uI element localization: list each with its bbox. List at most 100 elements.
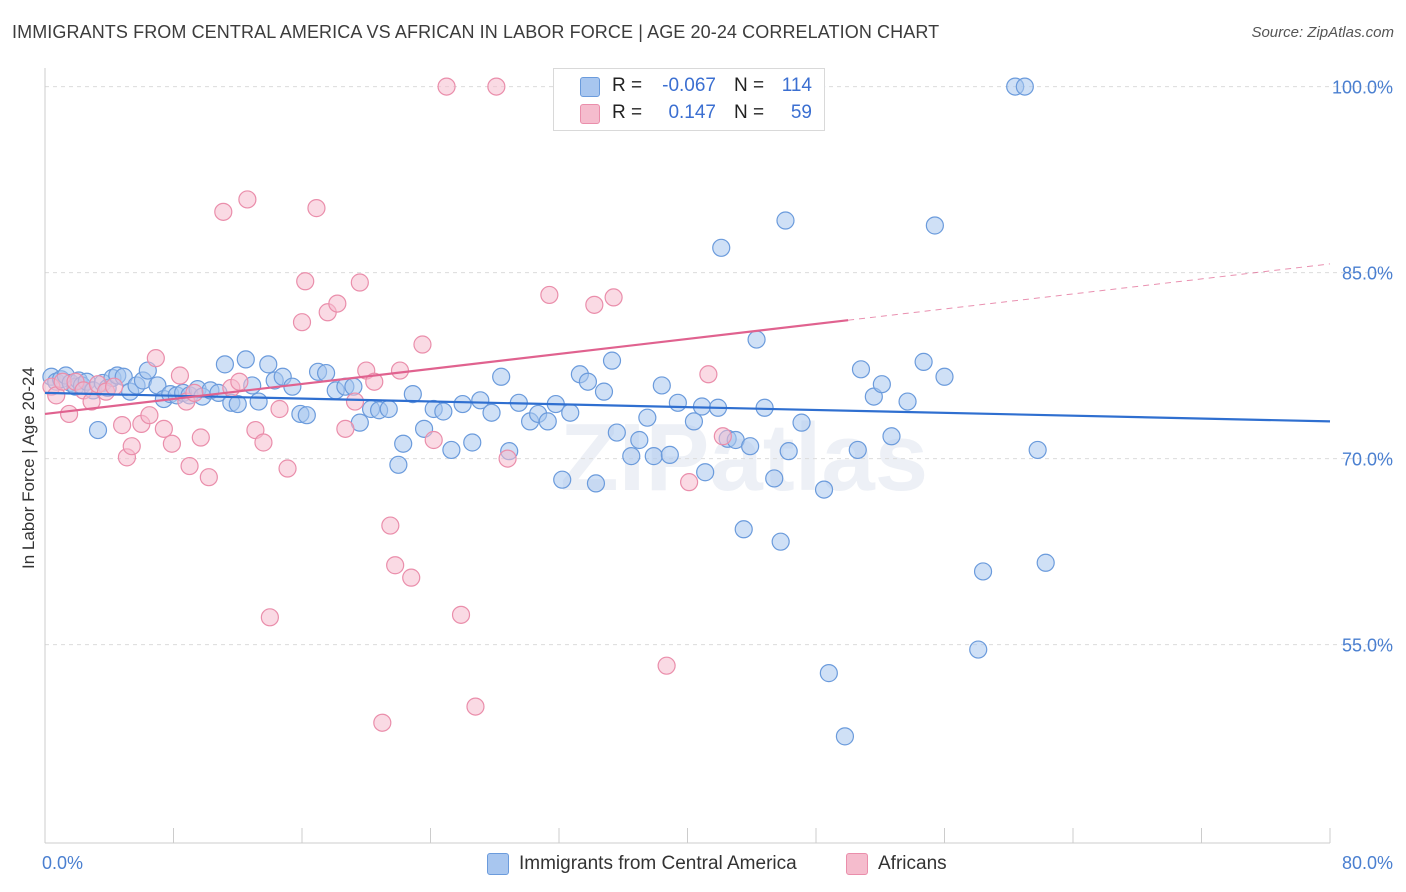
point-africans [413, 335, 432, 354]
point-central-america [297, 406, 316, 425]
point-africans [699, 365, 718, 384]
point-africans [112, 416, 132, 435]
point-central-america [696, 463, 715, 482]
point-central-america [453, 394, 472, 414]
point-central-america [779, 442, 798, 461]
point-africans [498, 449, 517, 468]
point-africans [230, 372, 249, 391]
point-africans [254, 433, 273, 452]
point-central-america [215, 355, 234, 374]
point-africans [657, 656, 676, 675]
point-central-america [668, 393, 687, 412]
point-africans [191, 428, 210, 447]
point-central-america [734, 520, 753, 539]
legend-n-label: N = [734, 75, 765, 96]
point-africans [214, 202, 233, 221]
point-central-america [630, 430, 649, 450]
point-africans [345, 392, 365, 411]
point-central-america [578, 372, 598, 391]
point-central-america [622, 447, 641, 466]
point-central-america [389, 455, 408, 474]
point-africans [154, 419, 173, 438]
legend-row-africans: R = 0.147 N = 59 [554, 100, 824, 126]
axes [44, 68, 1331, 844]
point-africans [292, 313, 312, 332]
point-africans [199, 468, 218, 487]
legend-n-value: 59 [790, 102, 812, 123]
legend-label: Africans [878, 853, 947, 874]
point-central-america [898, 392, 917, 411]
point-africans [381, 516, 400, 535]
series-legend: Immigrants from Central America Africans [0, 852, 1406, 878]
watermark: ZIPatlas [560, 404, 928, 511]
point-africans [540, 285, 559, 305]
point-central-america [553, 470, 572, 489]
point-central-america [644, 447, 663, 466]
point-africans [466, 697, 485, 716]
trend-line-africans-projection [848, 263, 1331, 321]
trend-line-africans [44, 319, 849, 416]
point-africans [140, 406, 159, 425]
point-africans [270, 399, 289, 419]
point-central-america [814, 480, 834, 499]
point-central-america [969, 640, 988, 659]
point-central-america [602, 351, 622, 370]
point-africans [162, 434, 181, 453]
point-africans [336, 419, 355, 438]
point-africans [487, 77, 506, 96]
point-central-america [316, 363, 336, 383]
point-central-america [741, 437, 760, 456]
point-central-america [463, 433, 482, 452]
point-africans [386, 556, 405, 575]
point-central-america [228, 394, 247, 414]
point-africans [146, 349, 165, 368]
point-central-america [442, 440, 461, 460]
y-tick-label: 55.0% [1342, 636, 1393, 656]
point-central-america [482, 403, 501, 422]
point-central-america [586, 474, 606, 493]
point-africans [59, 404, 79, 424]
point-central-america [88, 420, 108, 440]
source-credit: Source: ZipAtlas.com [1251, 24, 1394, 41]
point-central-america [471, 391, 490, 410]
point-africans [296, 272, 315, 291]
point-africans [238, 190, 257, 209]
point-africans [365, 372, 384, 391]
point-central-america [434, 402, 453, 421]
point-africans [104, 377, 124, 396]
point-africans [350, 273, 369, 292]
point-central-america [914, 352, 933, 371]
point-central-america [394, 434, 413, 453]
point-africans [402, 568, 421, 587]
point-central-america [819, 664, 838, 683]
point-central-america [684, 412, 704, 431]
point-africans [680, 473, 699, 492]
point-central-america [492, 367, 511, 386]
point-africans [424, 430, 443, 450]
legend-swatch-pink [580, 104, 600, 124]
point-africans [328, 294, 347, 313]
point-central-america [561, 403, 580, 422]
point-africans [185, 383, 204, 402]
point-central-america [1028, 440, 1047, 460]
point-africans [122, 437, 141, 456]
trend-lines [44, 263, 1331, 423]
point-central-america [925, 216, 944, 235]
point-central-america [1036, 553, 1055, 572]
point-central-america [776, 211, 795, 230]
point-central-america [379, 399, 398, 419]
point-central-america [882, 427, 901, 446]
series-africans-points [42, 77, 732, 732]
point-africans [260, 608, 279, 627]
point-central-america [712, 238, 731, 257]
legend-label: Immigrants from Central America [519, 853, 797, 874]
legend-r-value: 0.147 [668, 102, 716, 123]
point-africans [713, 427, 732, 446]
point-central-america [872, 375, 891, 394]
point-central-america [1015, 77, 1034, 96]
stats-legend: R = -0.067 N = 114 R = 0.147 N = 59 [553, 68, 825, 131]
point-central-america [594, 382, 614, 401]
point-central-america [607, 423, 626, 442]
tick-labels: 100.0% 85.0% 70.0% 55.0% 0.0% 80.0% [42, 78, 1393, 873]
point-africans [585, 295, 604, 314]
